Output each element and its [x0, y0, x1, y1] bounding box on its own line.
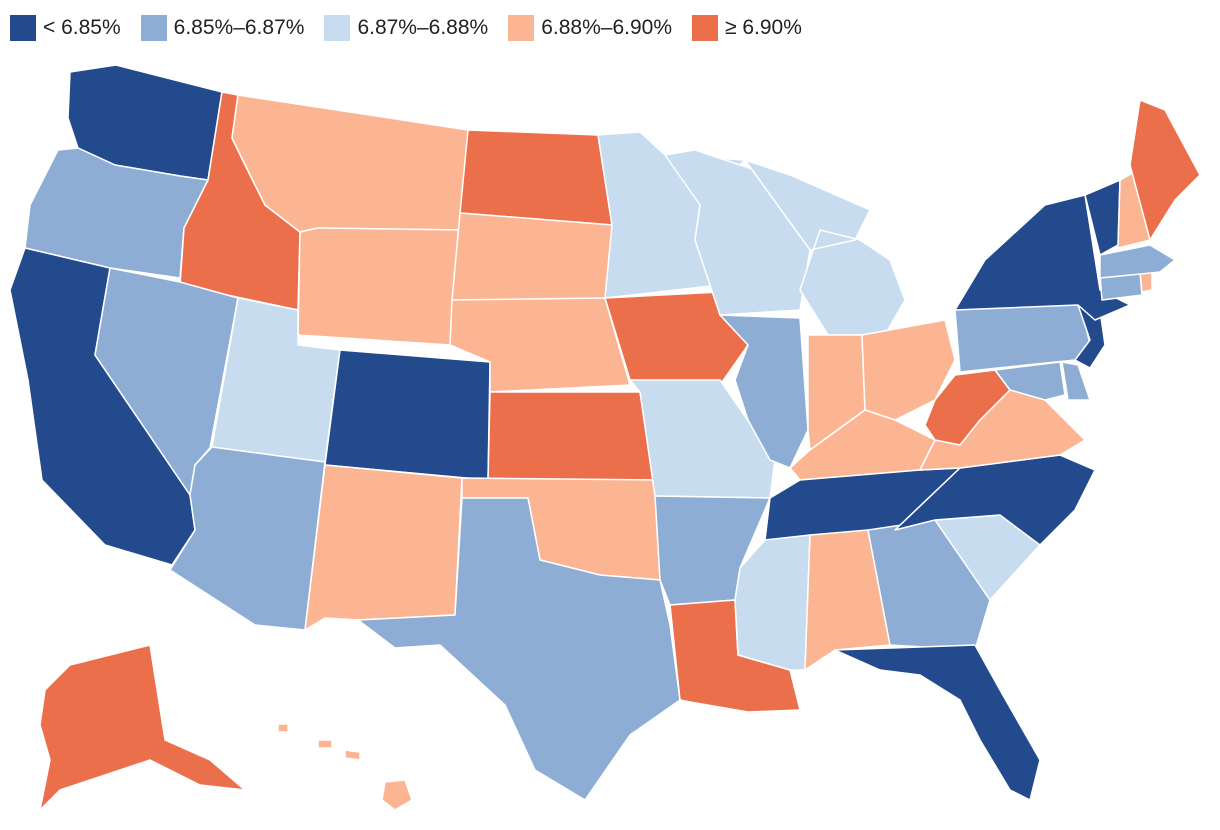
- legend-swatch: [10, 15, 36, 41]
- legend-label: 6.87%–6.88%: [357, 16, 489, 39]
- state-ri[interactable]: [1139, 271, 1153, 293]
- state-ks[interactable]: [487, 391, 656, 481]
- state-al[interactable]: [804, 529, 891, 671]
- legend-label: 6.88%–6.90%: [541, 16, 672, 39]
- state-me[interactable]: [1129, 99, 1201, 241]
- state-az[interactable]: [169, 446, 326, 631]
- legend-item: ≥ 6.90%: [692, 15, 802, 41]
- state-ma[interactable]: [1099, 244, 1176, 279]
- state-tx[interactable]: [357, 497, 681, 801]
- legend-item: 6.85%–6.87%: [140, 15, 305, 41]
- state-wv[interactable]: [924, 369, 1011, 446]
- legend-swatch: [692, 15, 718, 41]
- state-fl[interactable]: [834, 644, 1041, 801]
- legend-swatch: [508, 15, 535, 41]
- state-co[interactable]: [324, 349, 491, 481]
- state-ia[interactable]: [604, 291, 749, 386]
- contiguous-states: [9, 64, 1201, 801]
- legend: < 6.85% 6.85%–6.87% 6.87%–6.88% 6.88%–6.…: [10, 12, 822, 44]
- state-mi[interactable]: [744, 159, 906, 336]
- state-ak[interactable]: [39, 644, 246, 811]
- state-de[interactable]: [1061, 361, 1091, 401]
- legend-item: < 6.85%: [10, 15, 121, 41]
- state-pa[interactable]: [954, 299, 1091, 373]
- state-md[interactable]: [994, 361, 1066, 401]
- legend-item: 6.88%–6.90%: [508, 15, 672, 41]
- state-nm[interactable]: [304, 464, 463, 631]
- state-ms[interactable]: [734, 534, 811, 671]
- legend-label: 6.85%–6.87%: [173, 16, 305, 39]
- state-ny[interactable]: [954, 194, 1131, 321]
- state-wy[interactable]: [297, 227, 461, 346]
- legend-swatch: [140, 15, 167, 41]
- state-il[interactable]: [719, 314, 809, 469]
- legend-swatch: [324, 15, 351, 41]
- legend-item: 6.87%–6.88%: [324, 15, 488, 41]
- non-contiguous-states: [39, 644, 413, 811]
- legend-label: < 6.85%: [43, 16, 121, 39]
- state-nd[interactable]: [459, 129, 613, 226]
- legend-label: ≥ 6.90%: [725, 16, 802, 39]
- state-hi[interactable]: [277, 723, 413, 811]
